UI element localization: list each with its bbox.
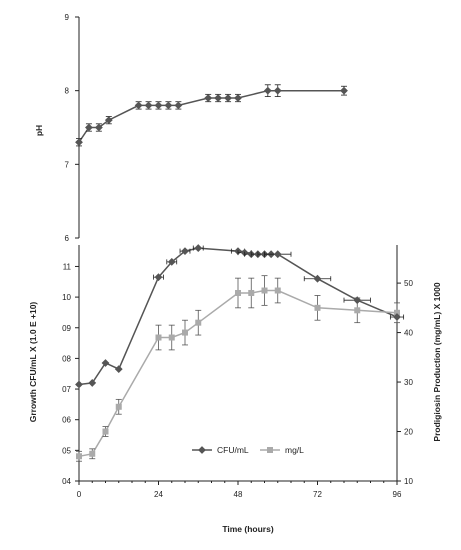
legend-mgl-label: mg/L [285, 445, 304, 455]
ph-series-line [78, 89, 344, 143]
ph-point [174, 101, 183, 110]
x-tick-label: 24 [154, 490, 163, 499]
legend-mgl-marker [267, 447, 273, 453]
mgl-point [89, 450, 96, 457]
growth-right-tick-label: 50 [404, 279, 413, 288]
ph-point [214, 94, 223, 102]
ph-point [224, 94, 232, 102]
mgl-point [182, 329, 188, 336]
ph-point [273, 86, 282, 95]
cfu-point [181, 247, 189, 256]
mgl-point [274, 287, 281, 294]
mgl-series-line [78, 289, 398, 458]
mgl-point [235, 289, 241, 296]
growth-left-tick-label: 05 [62, 446, 71, 455]
mgl-point [261, 287, 268, 294]
cfu-point [154, 273, 163, 282]
cfu-point [88, 379, 97, 387]
cfu-point [101, 359, 110, 367]
ph-point [104, 116, 113, 125]
cfu-point [75, 380, 83, 389]
mgl-point [168, 334, 175, 341]
ph-point [234, 94, 242, 102]
mgl-point [394, 309, 400, 316]
cfu-point [194, 244, 203, 252]
growth-right-tick-label: 20 [404, 428, 413, 437]
ph-y-tick-label: 8 [65, 87, 70, 96]
ph-point [85, 123, 93, 132]
mgl-point [102, 428, 109, 435]
ph-y-tick-label: 9 [65, 13, 70, 22]
mgl-point [76, 453, 82, 460]
growth-right-tick-label: 30 [404, 378, 413, 387]
cfu-point [393, 313, 401, 321]
ph-point [144, 101, 153, 110]
ph-point [75, 138, 83, 147]
ph-y-axis-label: pH [34, 125, 44, 136]
ph-point [164, 101, 173, 110]
legend-cfu-label: CFU/mL [217, 445, 249, 455]
mgl-point [195, 319, 202, 326]
ph-point [134, 101, 143, 110]
growth-left-tick-label: 09 [62, 324, 71, 333]
cfu-series-line [78, 247, 398, 386]
ph-y-tick-label: 6 [65, 234, 70, 243]
x-tick-label: 96 [393, 490, 402, 499]
prodigiosin-y-axis-label: Prodigiosin Production (mg/mL) X 1000 [432, 282, 442, 441]
cfu-point [273, 250, 282, 259]
x-tick-label: 72 [313, 490, 322, 499]
mgl-point [155, 334, 162, 341]
growth-left-tick-label: 06 [62, 416, 71, 425]
ph-point [94, 123, 103, 132]
growth-left-tick-label: 11 [63, 262, 72, 271]
growth-left-tick-label: 08 [62, 354, 71, 363]
growth-right-tick-label: 40 [404, 329, 413, 338]
growth-left-tick-label: 07 [62, 385, 71, 394]
mgl-point [115, 403, 122, 410]
mgl-point [314, 304, 321, 311]
ph-point [154, 101, 163, 110]
growth-y-axis-label: Grrowth CFU/mL X (1.0 E +10) [28, 302, 38, 423]
growth-left-tick-label: 04 [62, 477, 71, 486]
mgl-point [354, 307, 361, 314]
x-tick-label: 0 [77, 490, 82, 499]
ph-point [340, 86, 348, 95]
growth-left-tick-label: 10 [62, 293, 71, 302]
growth-right-tick-label: 10 [404, 477, 413, 486]
mgl-point [248, 289, 255, 296]
legend-cfu-marker [198, 446, 206, 454]
x-axis-label: Time (hours) [222, 524, 273, 534]
ph-point [263, 86, 272, 95]
cfu-point [353, 296, 362, 305]
cfu-point [167, 257, 176, 266]
cfu-point [114, 365, 123, 374]
ph-y-tick-label: 7 [65, 160, 70, 169]
cfu-point [313, 274, 322, 283]
x-tick-label: 48 [234, 490, 243, 499]
ph-point [204, 94, 213, 102]
